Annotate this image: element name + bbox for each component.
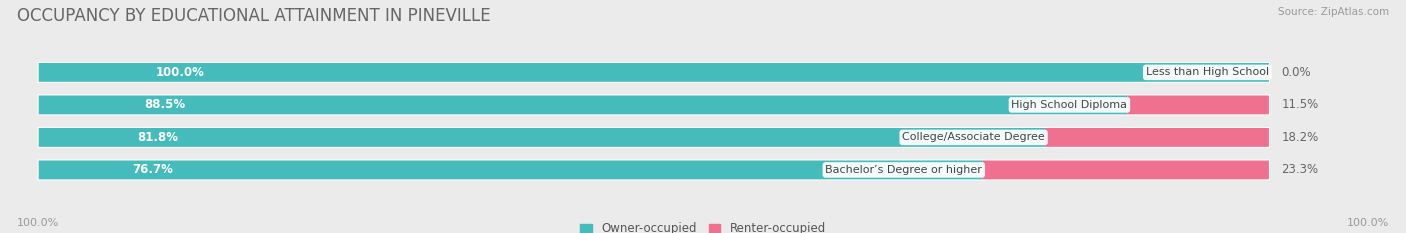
FancyBboxPatch shape: [983, 161, 1268, 179]
Text: 100.0%: 100.0%: [1347, 218, 1389, 228]
Legend: Owner-occupied, Renter-occupied: Owner-occupied, Renter-occupied: [575, 218, 831, 233]
Text: Source: ZipAtlas.com: Source: ZipAtlas.com: [1278, 7, 1389, 17]
Text: 81.8%: 81.8%: [138, 131, 179, 144]
Text: 18.2%: 18.2%: [1281, 131, 1319, 144]
Text: 11.5%: 11.5%: [1281, 98, 1319, 111]
Text: 88.5%: 88.5%: [145, 98, 186, 111]
Text: 23.3%: 23.3%: [1281, 163, 1319, 176]
FancyBboxPatch shape: [39, 96, 1128, 114]
Text: OCCUPANCY BY EDUCATIONAL ATTAINMENT IN PINEVILLE: OCCUPANCY BY EDUCATIONAL ATTAINMENT IN P…: [17, 7, 491, 25]
FancyBboxPatch shape: [39, 96, 1268, 114]
Text: 100.0%: 100.0%: [17, 218, 59, 228]
FancyBboxPatch shape: [39, 161, 983, 179]
FancyBboxPatch shape: [39, 128, 1045, 147]
FancyBboxPatch shape: [39, 63, 1268, 82]
Text: 100.0%: 100.0%: [156, 66, 204, 79]
FancyBboxPatch shape: [39, 161, 1268, 179]
FancyBboxPatch shape: [39, 63, 1268, 82]
Text: Less than High School: Less than High School: [1146, 67, 1268, 77]
Text: High School Diploma: High School Diploma: [1011, 100, 1128, 110]
FancyBboxPatch shape: [1045, 128, 1268, 147]
Text: 76.7%: 76.7%: [132, 163, 173, 176]
FancyBboxPatch shape: [1128, 96, 1268, 114]
Text: 0.0%: 0.0%: [1281, 66, 1310, 79]
Text: Bachelor’s Degree or higher: Bachelor’s Degree or higher: [825, 165, 983, 175]
Text: College/Associate Degree: College/Associate Degree: [903, 132, 1045, 142]
FancyBboxPatch shape: [39, 128, 1268, 147]
